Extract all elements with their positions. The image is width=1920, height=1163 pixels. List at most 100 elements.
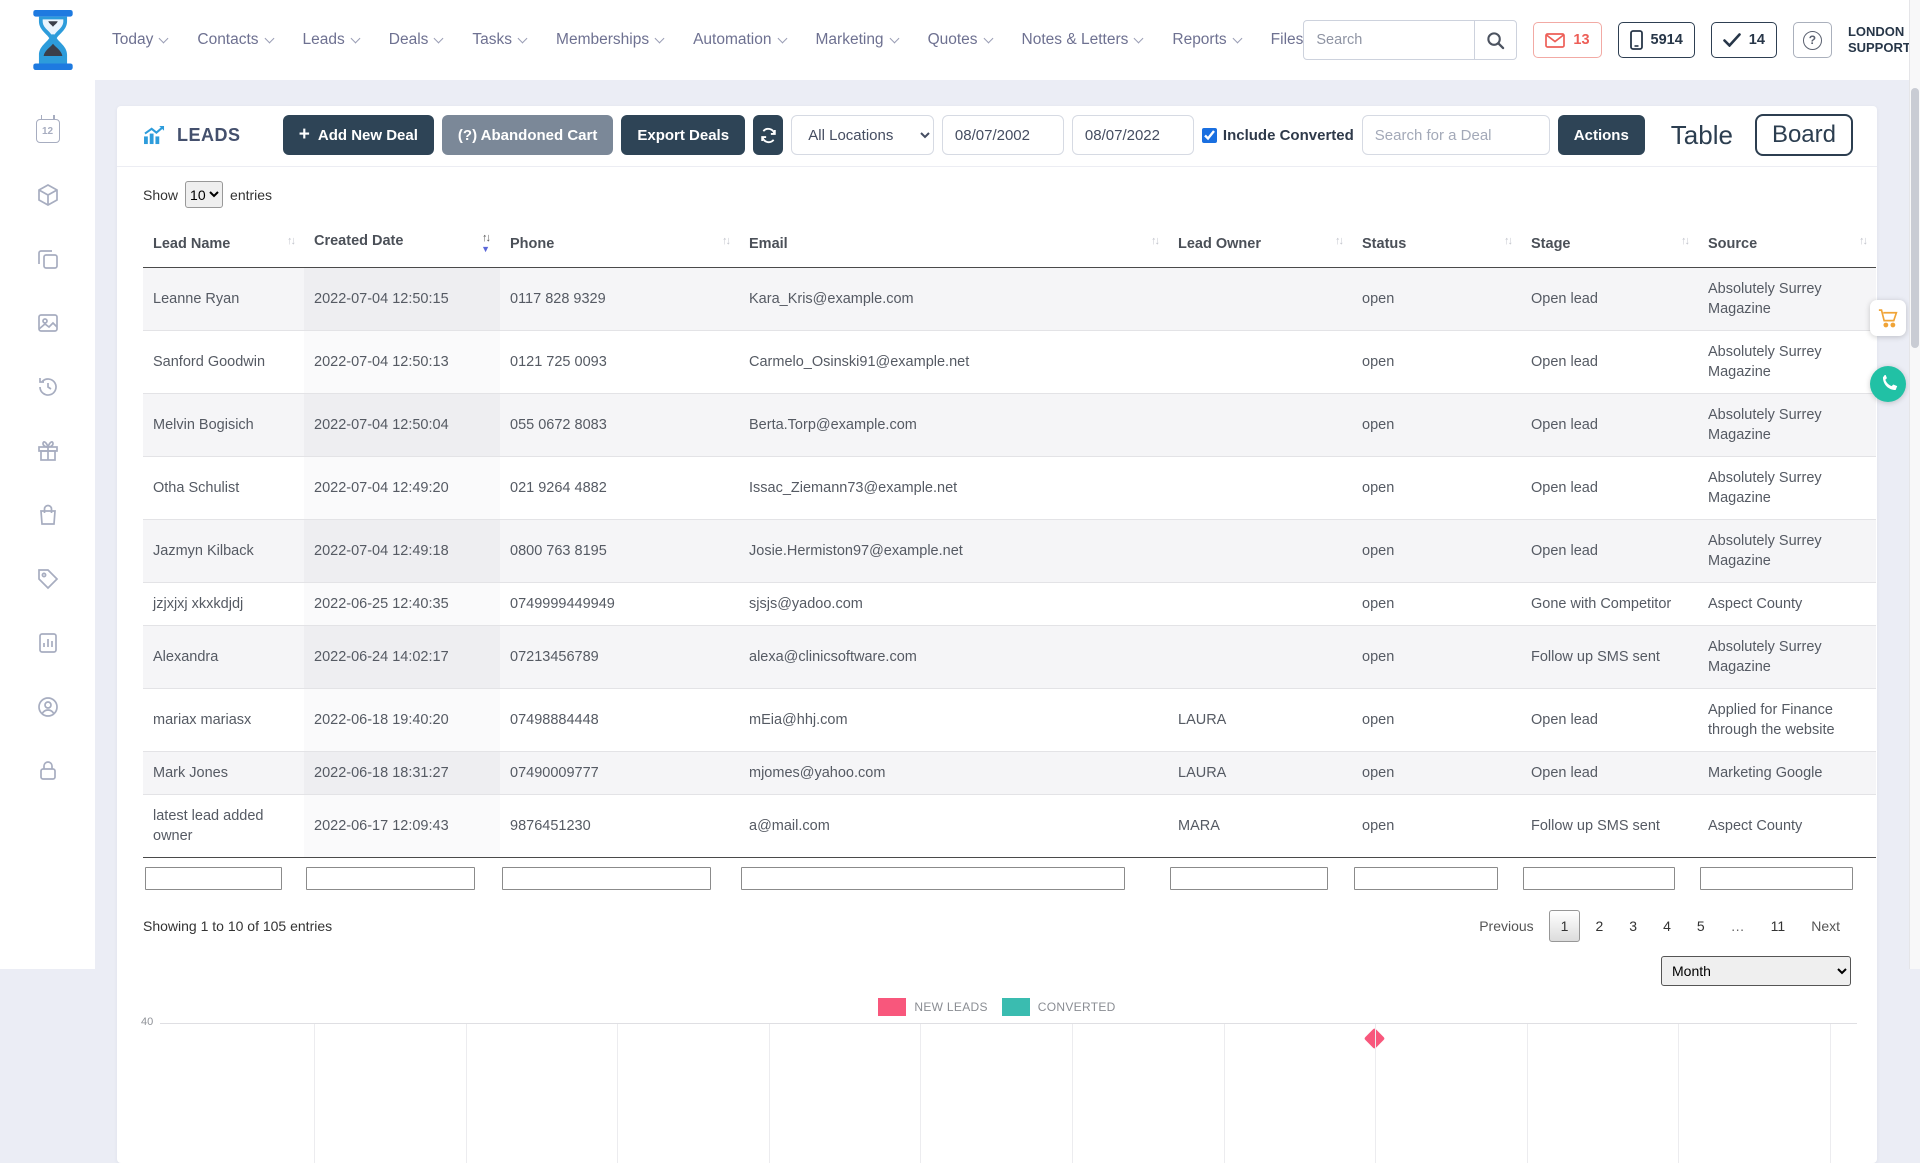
lead-row[interactable]: jzjxjxj xkxkdjdj 2022-06-25 12:40:35 074… — [143, 582, 1876, 626]
app-logo[interactable] — [30, 10, 76, 70]
chart-period-select[interactable]: Month — [1661, 956, 1851, 986]
pagination-page-4[interactable]: 4 — [1663, 918, 1671, 934]
image-icon[interactable] — [35, 310, 61, 336]
filter-input-phone[interactable] — [502, 867, 711, 890]
cell-lead-name: Melvin Bogisich — [143, 393, 304, 457]
date-to-input[interactable] — [1071, 115, 1194, 155]
nav-item-label: Files — [1270, 31, 1304, 48]
pagination-page-5[interactable]: 5 — [1696, 918, 1705, 934]
gift-icon[interactable] — [35, 438, 61, 464]
pagination-page-3[interactable]: 3 — [1629, 918, 1638, 934]
pagination-page-2[interactable]: 2 — [1595, 918, 1604, 934]
view-switch-table[interactable]: Table — [1670, 119, 1733, 150]
lead-row[interactable]: Alexandra 2022-06-24 14:02:17 0721345678… — [143, 625, 1876, 689]
search-button[interactable] — [1474, 21, 1516, 59]
nav-item[interactable]: Files — [1271, 31, 1304, 49]
view-switch-board[interactable]: Board — [1754, 114, 1853, 156]
cell-created-date: 2022-06-18 19:40:20 — [304, 688, 500, 752]
location-filter-select[interactable]: All Locations — [791, 115, 934, 155]
column-header-stage[interactable]: Stage ↑↓ — [1521, 220, 1698, 268]
vertical-scrollbar[interactable] — [1909, 0, 1920, 969]
deal-search-input[interactable] — [1361, 115, 1550, 155]
cell-phone: 0749999449949 — [500, 582, 739, 626]
column-header-lead-name[interactable]: Lead Name ↑↓ — [143, 220, 304, 268]
chart-report-icon[interactable] — [35, 630, 61, 656]
filter-input-created-date[interactable] — [306, 867, 476, 890]
lead-row[interactable]: latest lead added owner 2022-06-17 12:09… — [143, 794, 1876, 858]
filter-input-lead-owner[interactable] — [1170, 867, 1329, 890]
floating-call-button[interactable] — [1870, 366, 1906, 402]
pagination-previous[interactable]: Previous — [1479, 918, 1534, 934]
lead-row[interactable]: mariax mariasx 2022-06-18 19:40:20 07498… — [143, 688, 1876, 752]
include-converted-checkbox[interactable] — [1201, 127, 1217, 143]
refresh-button[interactable] — [753, 115, 784, 155]
pagination-page-1[interactable]: 1 — [1548, 910, 1581, 942]
lead-row[interactable]: Melvin Bogisich 2022-07-04 12:50:04 055 … — [143, 393, 1876, 457]
lead-row[interactable]: Otha Schulist 2022-07-04 12:49:20 021 92… — [143, 456, 1876, 520]
copy-icon[interactable] — [35, 246, 61, 272]
cell-status: open — [1352, 456, 1521, 520]
column-header-source[interactable]: Source ↑↓ — [1698, 220, 1876, 268]
nav-item[interactable]: Deals — [389, 31, 444, 49]
cell-phone: 021 9264 4882 — [500, 456, 739, 520]
abandoned-cart-button[interactable]: (?) Abandoned Cart — [441, 115, 614, 155]
help-button[interactable]: ? — [1792, 22, 1832, 58]
page-size-select[interactable]: 10 — [185, 181, 224, 208]
shopping-bag-icon[interactable] — [35, 502, 61, 528]
filter-input-email[interactable] — [741, 867, 1125, 890]
nav-item[interactable]: Today — [112, 31, 169, 49]
column-header-phone[interactable]: Phone ↑↓ — [500, 220, 739, 268]
add-new-deal-button[interactable]: + Add New Deal — [282, 115, 434, 155]
actions-button[interactable]: Actions — [1557, 115, 1645, 155]
nav-item[interactable]: Quotes — [928, 31, 993, 49]
cell-status: open — [1352, 582, 1521, 626]
legend-swatch — [878, 998, 907, 1016]
cell-email: sjsjs@yadoo.com — [739, 582, 1168, 626]
search-icon — [1487, 31, 1505, 49]
filter-input-status[interactable] — [1354, 867, 1499, 890]
support-agent-icon[interactable] — [35, 694, 61, 720]
history-icon[interactable] — [35, 374, 61, 400]
nav-item[interactable]: Automation — [693, 31, 787, 49]
pagination-next[interactable]: Next — [1811, 918, 1840, 934]
lead-row[interactable]: Jazmyn Kilback 2022-07-04 12:49:18 0800 … — [143, 519, 1876, 583]
nav-item[interactable]: Reports — [1172, 31, 1243, 49]
include-converted-toggle[interactable]: Include Converted — [1201, 127, 1354, 144]
filter-input-lead-name[interactable] — [145, 867, 283, 890]
question-icon: ? — [1802, 30, 1822, 50]
messages-badge[interactable]: 13 — [1533, 22, 1602, 58]
export-deals-button[interactable]: Export Deals — [621, 115, 746, 155]
pagination-page-11[interactable]: 11 — [1770, 918, 1786, 934]
nav-item[interactable]: Memberships — [556, 31, 665, 49]
chevron-down-icon — [264, 33, 274, 43]
date-from-input[interactable] — [941, 115, 1064, 155]
column-header-email[interactable]: Email ↑↓ — [739, 220, 1168, 268]
nav-item[interactable]: Marketing — [816, 31, 900, 49]
nav-item[interactable]: Tasks — [472, 31, 528, 49]
chart-gridline — [617, 1024, 619, 1163]
nav-item[interactable]: Leads — [303, 31, 361, 49]
scrollbar-thumb[interactable] — [1911, 88, 1919, 348]
cell-created-date: 2022-07-04 12:50:15 — [304, 267, 500, 331]
tag-icon[interactable] — [35, 566, 61, 592]
calls-badge[interactable]: 5914 — [1617, 22, 1695, 58]
filter-input-source[interactable] — [1700, 867, 1853, 890]
cell-source: Aspect County — [1698, 582, 1876, 626]
nav-item[interactable]: Notes & Letters — [1022, 31, 1144, 49]
lead-row[interactable]: Leanne Ryan 2022-07-04 12:50:15 0117 828… — [143, 267, 1876, 331]
tasks-badge[interactable]: 14 — [1710, 22, 1777, 58]
lock-icon[interactable] — [35, 758, 61, 784]
lead-row[interactable]: Mark Jones 2022-06-18 18:31:27 074900097… — [143, 751, 1876, 795]
column-header-lead-owner[interactable]: Lead Owner ↑↓ — [1168, 220, 1352, 268]
column-header-status[interactable]: Status ↑↓ — [1352, 220, 1521, 268]
calendar-icon[interactable]: 12 — [35, 115, 61, 144]
nav-item[interactable]: Contacts — [197, 31, 274, 49]
lead-row[interactable]: Sanford Goodwin 2022-07-04 12:50:13 0121… — [143, 330, 1876, 394]
package-icon[interactable] — [35, 182, 61, 208]
filter-input-stage[interactable] — [1523, 867, 1675, 890]
chevron-down-icon — [983, 33, 993, 43]
search-input[interactable] — [1304, 32, 1475, 48]
column-header-created-date[interactable]: Created Date ↑↓ ▼ — [304, 220, 500, 268]
floating-cart-button[interactable] — [1870, 300, 1906, 336]
cell-stage: Open lead — [1521, 393, 1698, 457]
